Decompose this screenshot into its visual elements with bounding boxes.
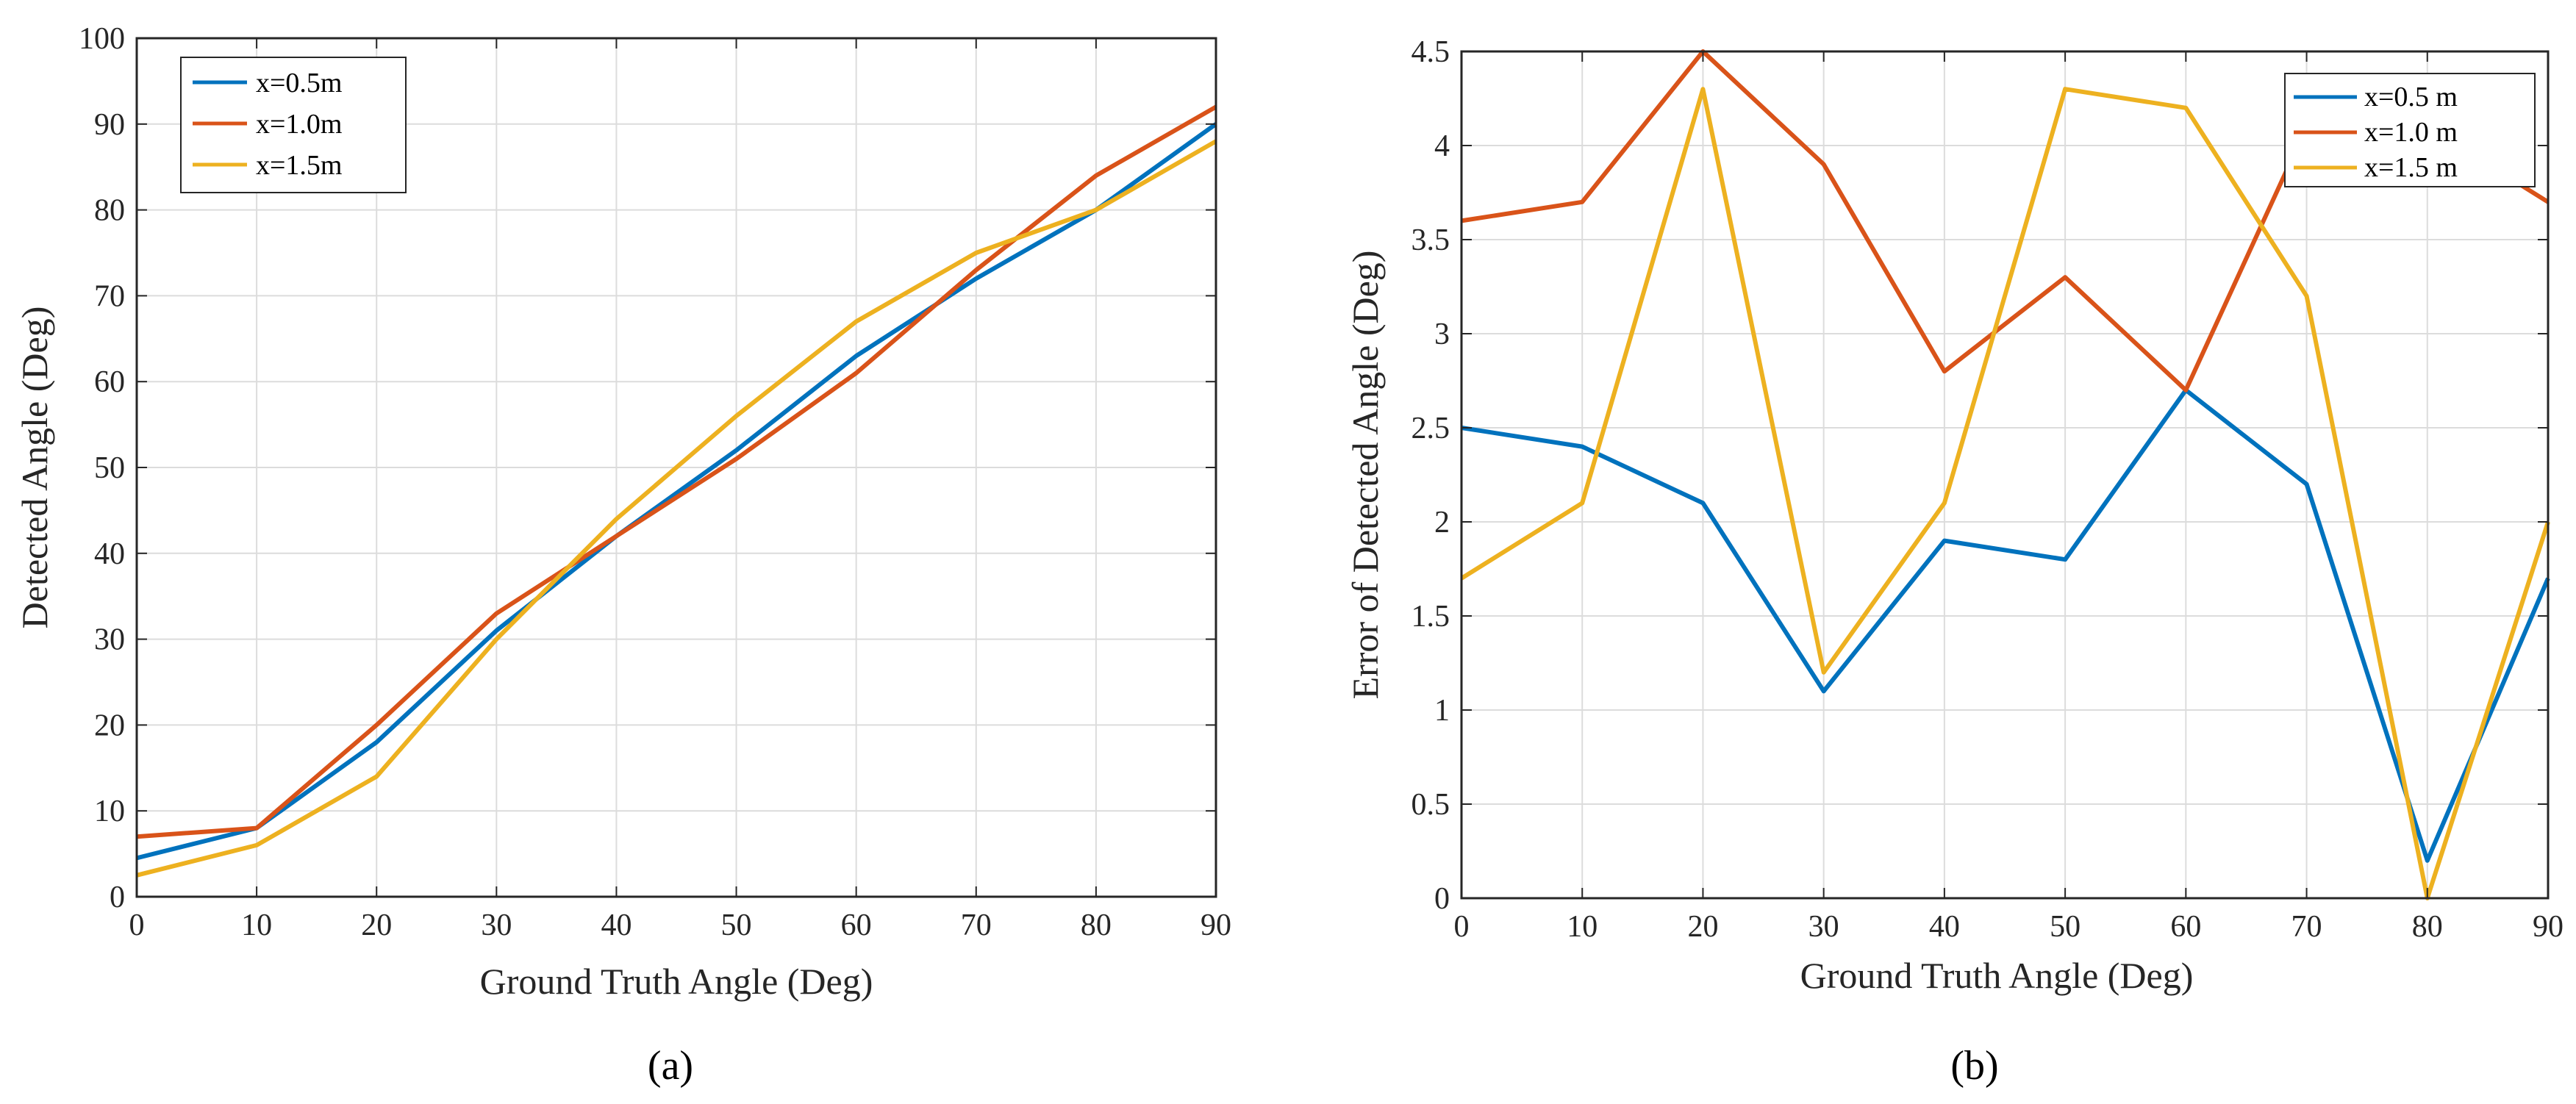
chart-a-x-tick-label: 70: [961, 908, 992, 942]
chart-b-legend-label-1: x=1.0 m: [2364, 117, 2458, 148]
chart-b-x-tick-label: 50: [2050, 910, 2081, 944]
chart-b-y-tick-label: 2: [1434, 506, 1450, 540]
chart-a-y-tick-label: 60: [94, 365, 125, 399]
chart-b-x-tick-labels: 0 10 20 30 40 50 60 70 80 90: [1454, 910, 2564, 944]
chart-a-x-axis-label: Ground Truth Angle (Deg): [480, 961, 873, 1002]
chart-b-x-axis-label: Ground Truth Angle (Deg): [1800, 955, 2194, 996]
chart-a-x-tick-label: 60: [841, 908, 872, 942]
chart-b-y-tick-label: 4: [1434, 129, 1450, 163]
chart-b-y-tick-label: 1: [1434, 694, 1450, 728]
chart-b-y-tick-label: 3.5: [1412, 223, 1450, 257]
chart-a-y-tick-label: 20: [94, 709, 125, 742]
chart-b-y-tick-label: 4.5: [1412, 35, 1450, 69]
chart-a-series-line-1: [136, 104, 1217, 839]
chart-a-y-tick-label: 30: [94, 623, 125, 657]
chart-b-legend-label-0: x=0.5 m: [2364, 82, 2458, 112]
chart-a-y-tick-label: 80: [94, 194, 125, 228]
chart-b-x-tick-label: 30: [1808, 910, 1839, 944]
chart-a-legend-label-0: x=0.5m: [256, 68, 343, 98]
chart-b-y-tick-label: 0.5: [1412, 788, 1450, 822]
chart-b-series-line-2: [1460, 87, 2550, 900]
chart-b-x-tick-label: 20: [1687, 910, 1718, 944]
chart-b-y-axis-label: Error of Detected Angle (Deg): [1345, 251, 1386, 700]
chart-b-y-tick-label: 1.5: [1412, 600, 1450, 634]
chart-a-ticks: [136, 37, 1217, 897]
chart-a-y-tick-labels: 0 10 20 30 40 50 60 70 80 90 100: [79, 22, 125, 914]
chart-b-x-tick-label: 40: [1929, 910, 1960, 944]
chart-a-y-axis-label: Detected Angle (Deg): [14, 307, 55, 629]
chart-a-x-tick-label: 10: [241, 908, 272, 942]
chart-a-legend-label-1: x=1.0m: [256, 109, 343, 140]
chart-a: 0 10 20 30 40 50 60 70 80 90 0 10 20 30 40 50 60 70 80 90 1…: [14, 22, 1231, 1089]
chart-a-y-tick-label: 50: [94, 451, 125, 485]
chart-a-y-tick-label: 0: [110, 881, 125, 914]
chart-b-ticks: [1461, 51, 2549, 899]
chart-b-axes-box: [1460, 50, 2550, 900]
chart-a-x-tick-label: 50: [721, 908, 752, 942]
chart-a-series-line-0: [136, 122, 1217, 861]
chart-b: 0 10 20 30 40 50 60 70 80 90 0 0.5 1 1.5 2 2.5 3 3.5 4 4.5…: [1345, 35, 2564, 1089]
chart-a-x-tick-label: 30: [481, 908, 512, 942]
chart-b-caption: (b): [1950, 1043, 1998, 1089]
chart-a-legend: x=0.5m x=1.0m x=1.5m: [180, 57, 407, 193]
chart-b-y-tick-label: 3: [1434, 318, 1450, 351]
chart-a-x-tick-label: 40: [601, 908, 632, 942]
chart-b-x-tick-label: 60: [2170, 910, 2201, 944]
chart-a-x-tick-label: 0: [129, 908, 145, 942]
chart-a-x-tick-label: 20: [361, 908, 392, 942]
chart-a-y-tick-label: 40: [94, 537, 125, 571]
chart-a-y-tick-label: 100: [79, 22, 125, 56]
chart-b-x-tick-label: 0: [1454, 910, 1470, 944]
chart-a-y-tick-label: 70: [94, 279, 125, 313]
chart-b-y-tick-label: 2.5: [1412, 412, 1450, 445]
chart-b-x-tick-label: 70: [2291, 910, 2322, 944]
chart-a-legend-label-2: x=1.5m: [256, 150, 343, 181]
chart-b-legend-label-2: x=1.5 m: [2364, 152, 2458, 183]
chart-b-x-tick-label: 80: [2412, 910, 2443, 944]
chart-a-y-tick-label: 90: [94, 108, 125, 142]
chart-b-x-tick-label: 10: [1567, 910, 1598, 944]
chart-a-series: [136, 104, 1217, 878]
chart-a-caption: (a): [648, 1043, 693, 1089]
chart-b-x-tick-label: 90: [2533, 910, 2564, 944]
chart-a-x-tick-labels: 0 10 20 30 40 50 60 70 80 90: [129, 908, 1232, 942]
chart-a-x-tick-label: 80: [1081, 908, 1112, 942]
chart-b-series-line-0: [1461, 387, 2550, 863]
chart-a-x-tick-label: 90: [1201, 908, 1231, 942]
chart-b-y-tick-label: 0: [1434, 882, 1450, 916]
chart-b-legend: x=0.5 m x=1.0 m x=1.5 m: [2284, 73, 2536, 187]
chart-b-y-tick-labels: 0 0.5 1 1.5 2 2.5 3 3.5 4 4.5: [1412, 35, 1450, 916]
chart-a-y-tick-label: 10: [94, 795, 125, 828]
chart-a-series-line-2: [136, 139, 1217, 878]
